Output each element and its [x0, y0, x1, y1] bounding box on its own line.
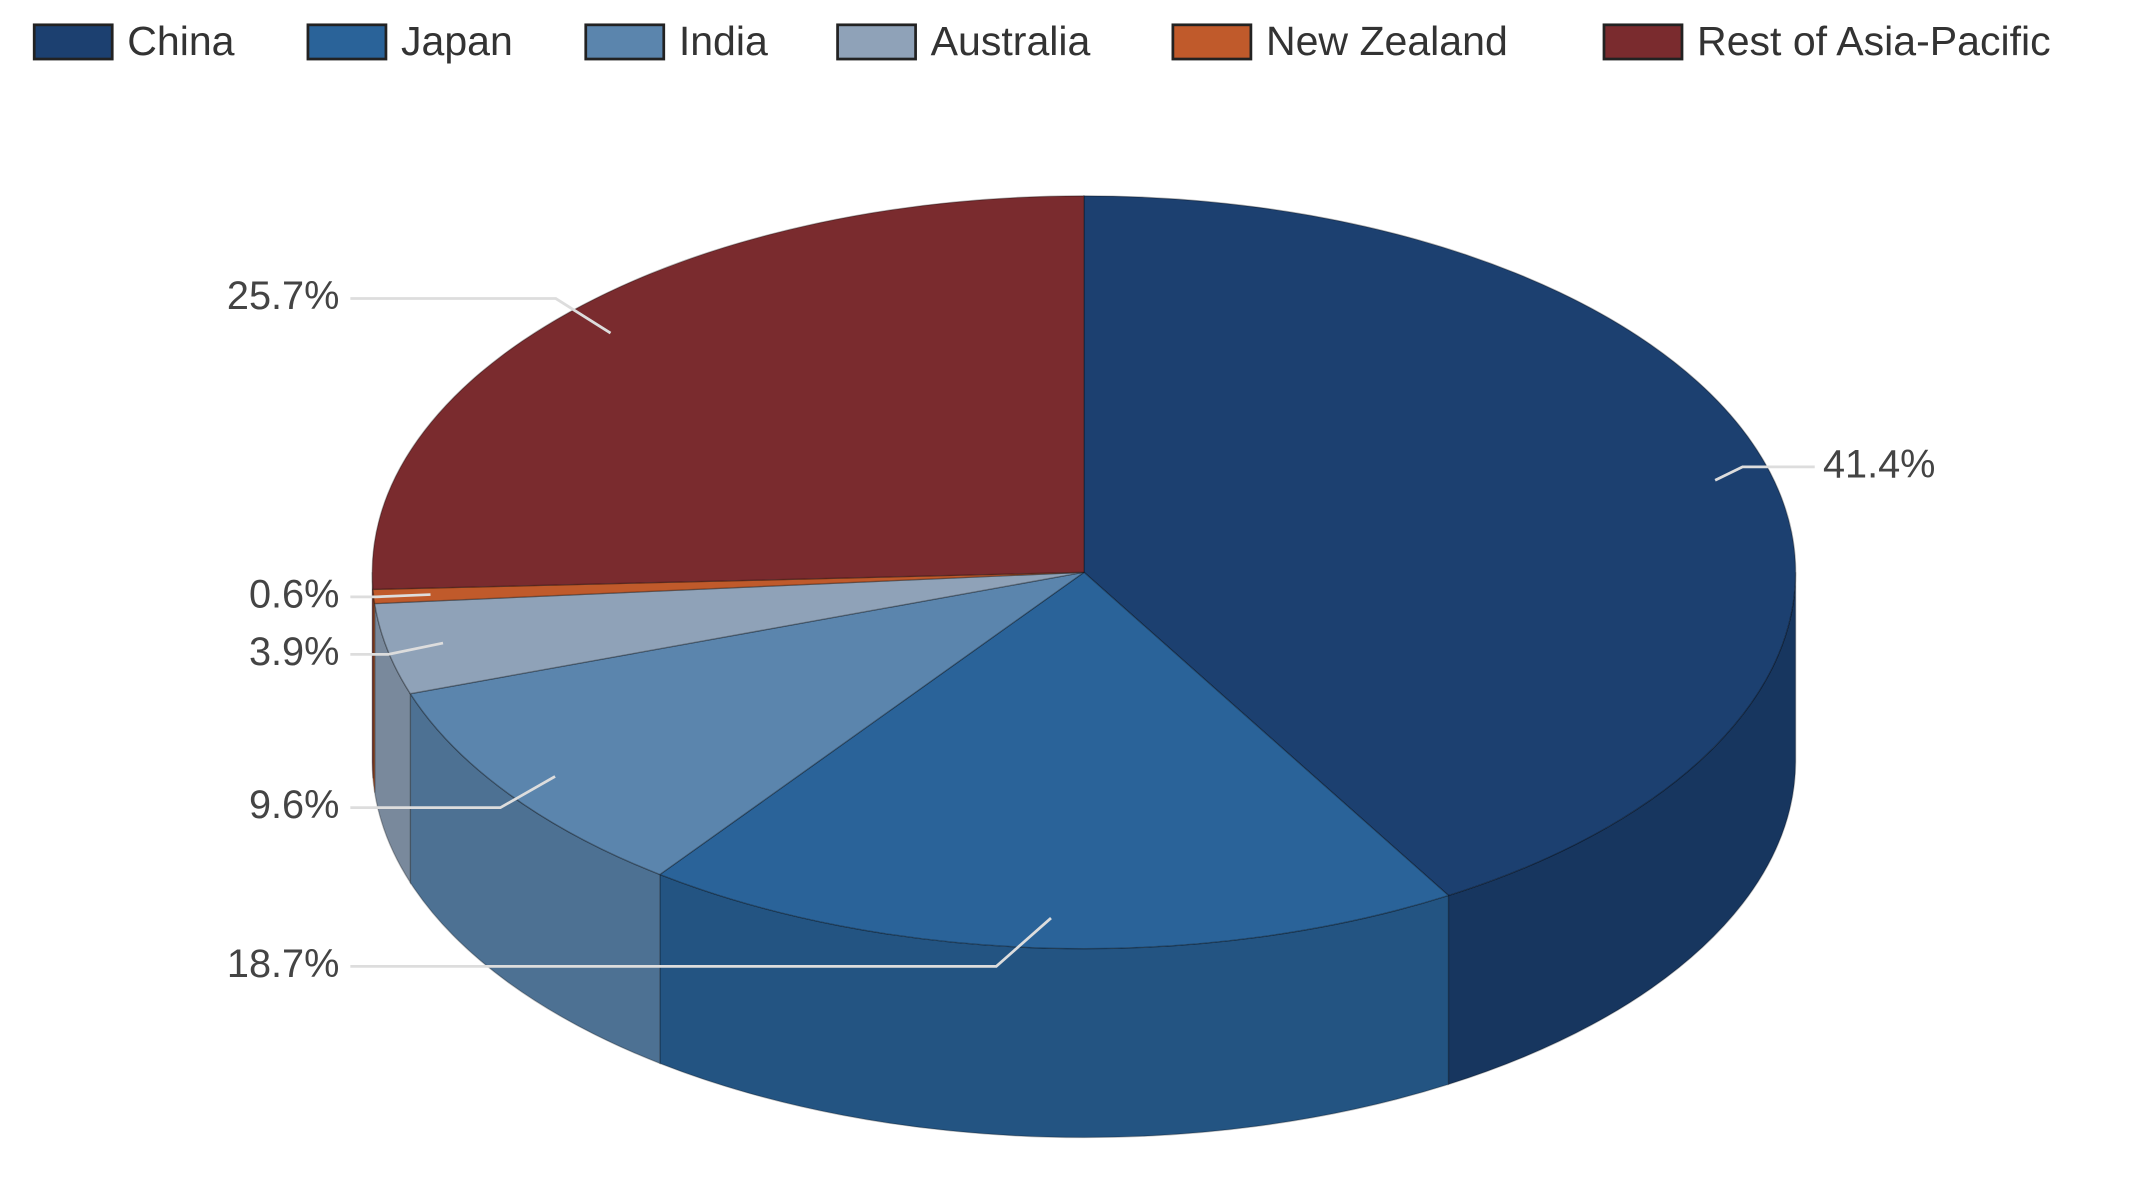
legend-swatch [1171, 23, 1253, 61]
legend-swatch [584, 23, 666, 61]
slice-side-shade [372, 572, 373, 779]
value-label: 41.4% [1823, 442, 1936, 486]
slice-side-shade [374, 603, 411, 883]
legend-text: India [679, 18, 768, 64]
legend-swatch [306, 23, 388, 61]
value-label: 25.7% [227, 274, 340, 318]
leader-line [350, 641, 444, 656]
legend-text: China [127, 18, 234, 64]
slice-top [1083, 195, 1797, 897]
leader-line [1714, 465, 1815, 482]
legend-text: Rest of Asia-Pacific [1697, 18, 2051, 64]
legend-swatch [836, 23, 917, 61]
slice-top [373, 571, 1085, 695]
value-label: 18.7% [227, 942, 340, 986]
legend-text: New Zealand [1266, 18, 1508, 64]
value-label: 3.9% [249, 630, 339, 674]
value-label: 0.6% [249, 572, 339, 616]
leader-line [350, 775, 556, 810]
leader-line [350, 917, 1052, 968]
leader-line [350, 297, 612, 335]
slice-top [371, 195, 1085, 591]
legend-swatch [1602, 23, 1684, 61]
slice-side-shade [659, 874, 1449, 1138]
legend-swatch [32, 23, 114, 61]
leader-line [350, 593, 431, 599]
slice-top [409, 571, 1085, 876]
slice-side-shade [372, 589, 375, 793]
slice-side-shade [410, 693, 660, 1064]
legend-text: Australia [931, 18, 1091, 64]
slice-side-shade [1448, 572, 1796, 1085]
value-label: 9.6% [249, 783, 339, 827]
slice-top [658, 571, 1450, 950]
legend-text: Japan [401, 18, 513, 64]
